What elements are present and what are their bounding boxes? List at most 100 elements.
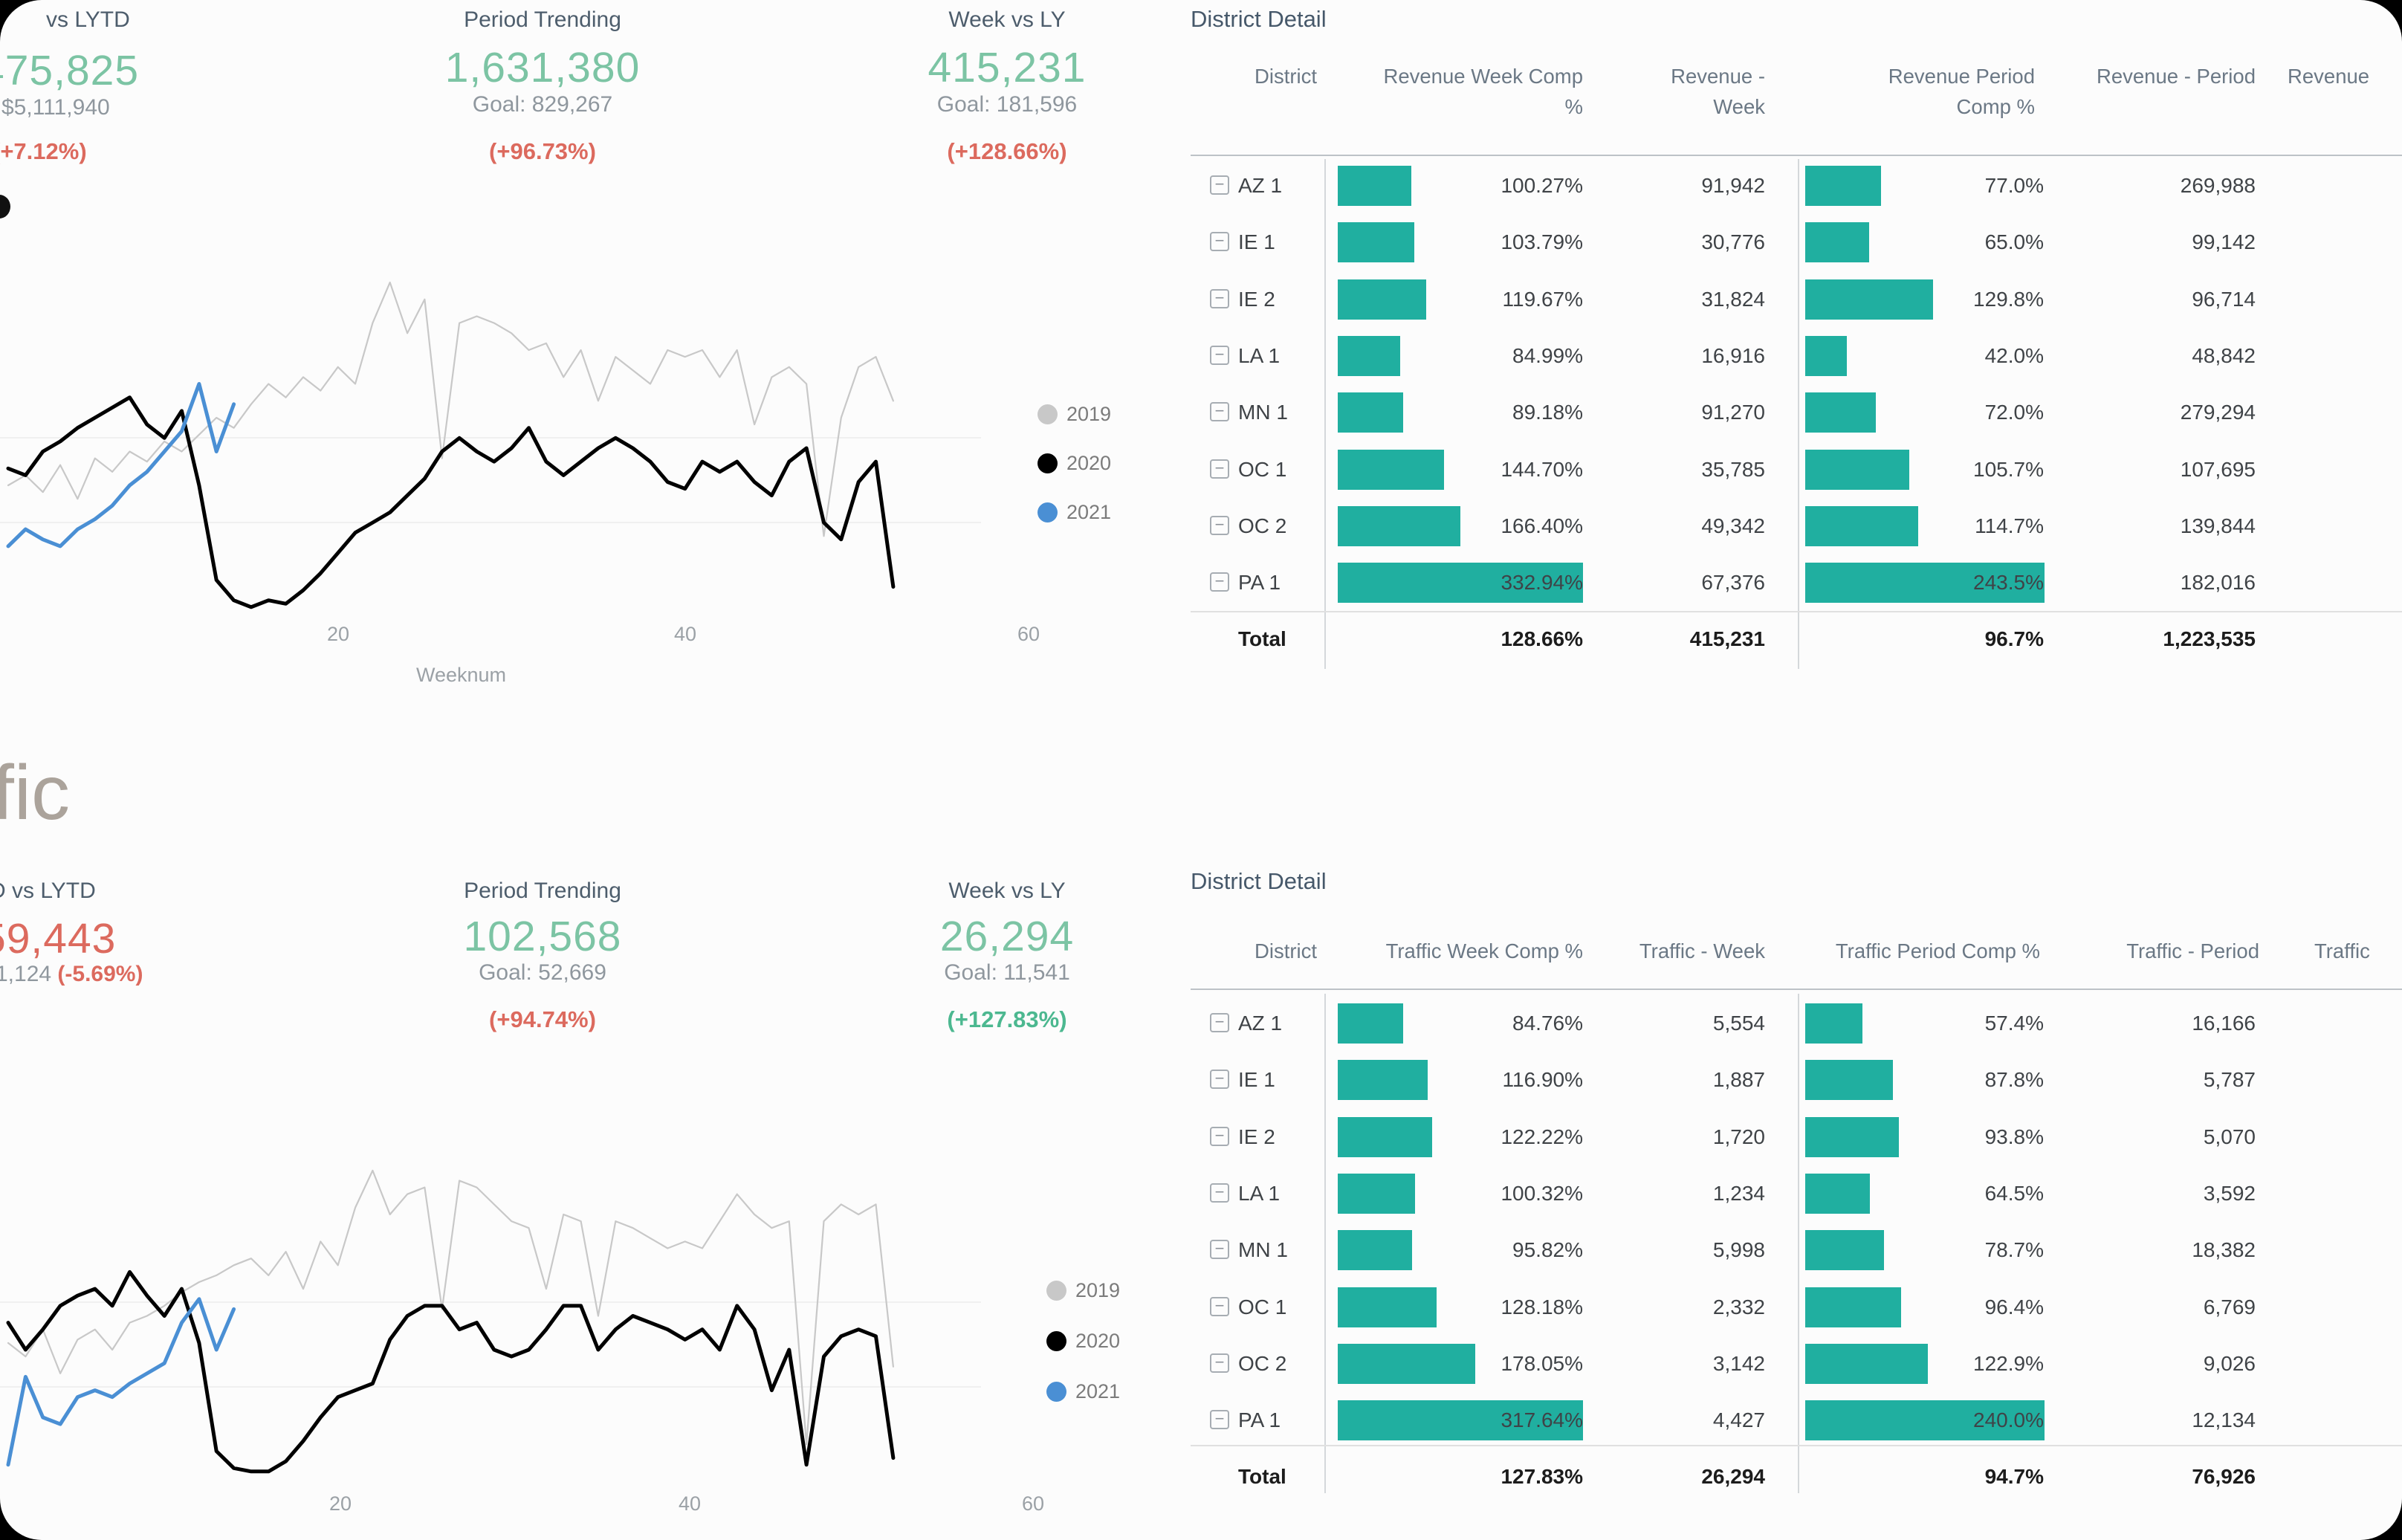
- total-week: 26,294: [1701, 1465, 1765, 1488]
- traffic-col-header-next-clipped[interactable]: Traffic: [2314, 939, 2370, 962]
- week-comp-bar: [1338, 1117, 1432, 1157]
- revenue-kpi-week-title: Week vs LY: [948, 7, 1066, 32]
- week-comp-value: 89.18%: [1512, 401, 1583, 424]
- revenue-col-header-district[interactable]: District: [1254, 65, 1317, 88]
- traffic-col-header-district[interactable]: District: [1254, 939, 1317, 962]
- traffic-kpi-lytd-title: D vs LYTD: [0, 879, 96, 903]
- period-comp-bar: [1805, 166, 1881, 206]
- total-period: 76,926: [2192, 1465, 2256, 1488]
- traffic-header-separator: [1191, 989, 2402, 990]
- week-comp-value: 100.27%: [1501, 174, 1583, 197]
- week-value: 2,332: [1712, 1295, 1765, 1319]
- expand-toggle-icon[interactable]: −: [1210, 289, 1229, 308]
- table-row: − OC 2 166.40% 49,342 114.7% 139,844: [1191, 498, 2402, 554]
- period-comp-value: 78.7%: [1984, 1238, 2044, 1261]
- period-value: 279,294: [2180, 401, 2256, 424]
- period-value: 12,134: [2192, 1408, 2256, 1431]
- period-value: 107,695: [2180, 458, 2256, 481]
- trend-line-2020: [6, 1269, 896, 1474]
- week-comp-value: 84.76%: [1512, 1012, 1583, 1035]
- district-cell: MN 1: [1238, 401, 1288, 424]
- period-comp-value: 129.8%: [1973, 288, 2044, 311]
- revenue-col-header-period[interactable]: Revenue - Period: [2096, 65, 2256, 88]
- expand-toggle-icon[interactable]: −: [1210, 232, 1229, 251]
- expand-toggle-icon[interactable]: −: [1210, 1353, 1229, 1373]
- traffic-page-title-clipped: fic: [0, 750, 70, 836]
- table-row: − OC 1 128.18% 2,332 96.4% 6,769: [1191, 1279, 2402, 1336]
- week-comp-bar: [1338, 450, 1444, 490]
- legend-item-2021[interactable]: 2021: [1037, 499, 1111, 525]
- expand-toggle-icon[interactable]: −: [1210, 459, 1229, 479]
- expand-toggle-icon[interactable]: −: [1210, 1240, 1229, 1259]
- district-cell: PA 1: [1238, 1408, 1281, 1431]
- period-comp-bar: [1805, 1003, 1862, 1044]
- week-comp-bar: [1338, 1230, 1412, 1270]
- expand-toggle-icon[interactable]: −: [1210, 1013, 1229, 1032]
- period-value: 96,714: [2192, 288, 2256, 311]
- period-comp-bar: [1805, 450, 1909, 490]
- traffic-col-header-week-comp[interactable]: Traffic Week Comp %: [1385, 939, 1583, 962]
- traffic-col-header-period[interactable]: Traffic - Period: [2126, 939, 2259, 962]
- legend-2021-label: 2021: [1066, 500, 1112, 523]
- table-row: − PA 1 317.64% 4,427 240.0% 12,134: [1191, 1392, 2402, 1449]
- legend-2020-dot-icon: [1037, 453, 1058, 473]
- district-cell: IE 2: [1238, 288, 1275, 311]
- revenue-col-separator-1: [1324, 159, 1326, 669]
- revenue-header-separator: [1191, 155, 2402, 156]
- table-total-row: Total 128.66% 415,231 96.7% 1,223,535: [1191, 611, 2402, 667]
- revenue-col-header-period-comp[interactable]: Revenue Period Comp %: [1888, 65, 2035, 119]
- week-comp-bar: [1338, 336, 1400, 376]
- week-value: 67,376: [1701, 571, 1765, 594]
- week-comp-value: 84.99%: [1512, 344, 1583, 367]
- total-label: Total: [1238, 1465, 1286, 1488]
- total-period-comp: 94.7%: [1984, 1465, 2044, 1488]
- traffic-col-header-period-comp[interactable]: Traffic Period Comp %: [1835, 939, 2040, 962]
- trend-line-2021: [6, 1297, 236, 1467]
- expand-toggle-icon[interactable]: −: [1210, 572, 1229, 592]
- revenue-col-header-week[interactable]: Revenue - Week: [1671, 65, 1765, 119]
- week-comp-bar: [1338, 563, 1583, 603]
- revenue-kpi-lytd-subtitle: $5,111,940: [1, 95, 110, 120]
- expand-toggle-icon[interactable]: −: [1210, 1410, 1229, 1429]
- week-value: 91,942: [1701, 174, 1765, 197]
- revenue-kpi-lytd-delta: (+7.12%): [0, 138, 87, 164]
- total-week-comp: 128.66%: [1501, 627, 1583, 650]
- period-comp-value: 122.9%: [1973, 1352, 2044, 1375]
- period-value: 6,769: [2203, 1295, 2256, 1319]
- revenue-col-header-next-clipped[interactable]: Revenue: [2288, 65, 2370, 88]
- legend-item-2020[interactable]: 2020: [1037, 450, 1111, 476]
- period-comp-bar: [1805, 1174, 1870, 1214]
- trend-line-2021: [6, 382, 236, 549]
- expand-toggle-icon[interactable]: −: [1210, 1127, 1229, 1146]
- week-comp-bar: [1338, 392, 1403, 433]
- legend-2019-dot-icon: [1037, 404, 1058, 424]
- week-comp-bar: [1338, 1060, 1428, 1100]
- legend-item-2019[interactable]: 2019: [1037, 401, 1111, 427]
- legend-item-2019-traffic[interactable]: 2019: [1046, 1278, 1120, 1303]
- week-comp-value: 103.79%: [1501, 230, 1583, 253]
- traffic-col-separator-2: [1798, 994, 1799, 1493]
- traffic-col-header-week[interactable]: Traffic - Week: [1639, 939, 1765, 962]
- table-row: − AZ 1 84.76% 5,554 57.4% 16,166: [1191, 995, 2402, 1052]
- expand-toggle-icon[interactable]: −: [1210, 402, 1229, 421]
- revenue-col-header-week-comp[interactable]: Revenue Week Comp %: [1383, 65, 1583, 119]
- period-comp-bar: [1805, 1287, 1901, 1327]
- expand-toggle-icon[interactable]: −: [1210, 516, 1229, 535]
- expand-toggle-icon[interactable]: −: [1210, 346, 1229, 365]
- table-row: − IE 1 116.90% 1,887 87.8% 5,787: [1191, 1052, 2402, 1108]
- period-comp-bar: [1805, 506, 1918, 546]
- traffic-kpi-week-value: 26,294: [939, 913, 1075, 960]
- expand-toggle-icon[interactable]: −: [1210, 1070, 1229, 1089]
- revenue-trend-chart: [0, 281, 981, 609]
- week-comp-bar: [1338, 1344, 1475, 1384]
- legend-item-2021-traffic[interactable]: 2021: [1046, 1379, 1120, 1404]
- period-value: 139,844: [2180, 514, 2256, 537]
- expand-toggle-icon[interactable]: −: [1210, 1183, 1229, 1203]
- revenue-kpi-week-delta: (+128.66%): [947, 138, 1067, 164]
- expand-toggle-icon[interactable]: −: [1210, 175, 1229, 195]
- legend-item-2020-traffic[interactable]: 2020: [1046, 1328, 1120, 1353]
- revenue-detail-table: − AZ 1 100.27% 91,942 77.0% 269,988 − IE…: [1191, 158, 2402, 670]
- expand-toggle-icon[interactable]: −: [1210, 1297, 1229, 1316]
- revenue-kpi-period-value: 1,631,380: [444, 44, 641, 91]
- traffic-col-separator-1: [1324, 994, 1326, 1493]
